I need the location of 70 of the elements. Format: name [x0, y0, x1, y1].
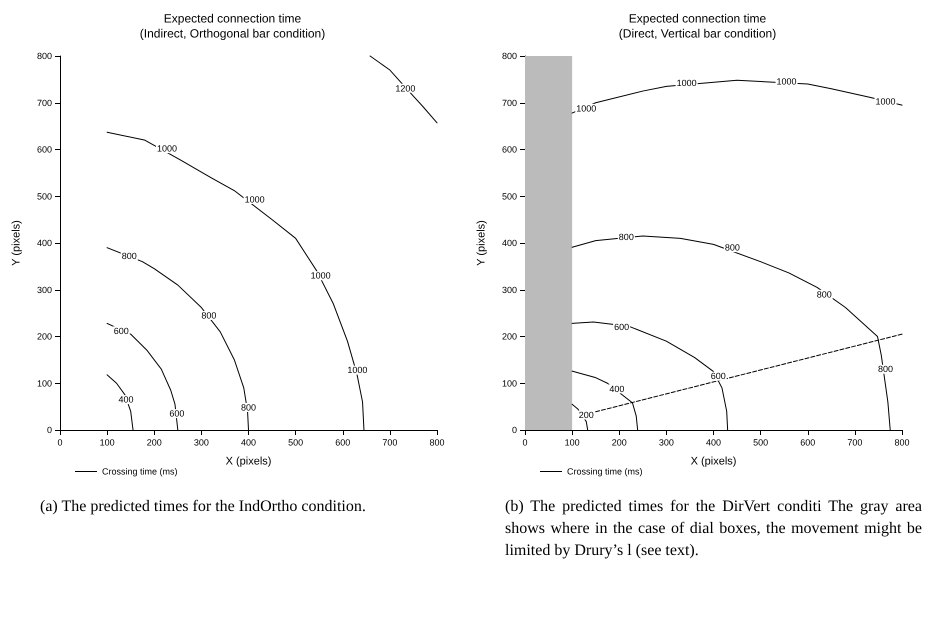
x-tick-label: 800	[429, 438, 445, 448]
annotation: 600	[169, 408, 184, 419]
annotation: 800	[240, 402, 256, 413]
annotation: 800	[724, 242, 740, 253]
x-tick-label: 200	[612, 438, 627, 448]
y-tick-label: 200	[502, 332, 517, 342]
x-tick-label: 0	[522, 438, 528, 448]
x-tick-label: 300	[194, 438, 209, 448]
annotation: 1000	[776, 76, 797, 87]
y-axis-title: Y (pixels)	[10, 220, 22, 266]
legend-label: Crossing time (ms)	[567, 466, 643, 476]
y-tick-label: 600	[36, 144, 52, 154]
annotation: 1000	[244, 194, 265, 205]
annotation: 800	[816, 289, 832, 300]
x-tick-label: 700	[382, 438, 398, 448]
y-tick-label: 400	[502, 238, 517, 248]
x-axis-title: X (pixels)	[226, 456, 272, 468]
y-tick-label: 100	[502, 378, 517, 388]
legend-label: Crossing time (ms)	[102, 466, 178, 476]
annotation: 800	[201, 310, 216, 320]
y-tick-label: 400	[36, 238, 52, 248]
x-tick-label: 700	[847, 438, 862, 448]
annotation: 200	[578, 410, 594, 420]
y-tick-label: 500	[502, 191, 517, 202]
x-tick-label: 500	[288, 438, 304, 448]
y-tick-label: 800	[36, 51, 52, 61]
chart-title: Expected connection time (Indirect, Orthogonal bar condition)	[140, 12, 326, 40]
y-tick-label: 300	[36, 284, 52, 295]
x-tick-label: 800	[894, 438, 910, 448]
annotation: 1200	[395, 83, 416, 94]
annotation: 1000	[156, 144, 177, 154]
x-tick-label: 0	[57, 438, 63, 448]
y-tick-label: 700	[36, 98, 52, 108]
x-tick-label: 300	[658, 438, 674, 448]
y-tick-label: 600	[502, 144, 517, 154]
y-tick-label: 700	[502, 98, 517, 108]
y-axis-title: Y (pixels)	[476, 220, 488, 266]
text: (a) The predicted times for the IndOrtho condition.	[39, 497, 367, 517]
annotation: 1000	[875, 96, 896, 106]
text: (b) The predicted times for the DirVert conditi The gray area shows where in the case of dial boxes, the movement might be limited by Drury’s l (see text).	[504, 497, 923, 561]
y-tick-label: 0	[512, 425, 517, 435]
y-tick-label: 0	[46, 425, 52, 435]
annotation: 1000	[676, 78, 697, 88]
x-tick-label: 600	[335, 438, 350, 448]
y-tick-label: 200	[36, 332, 52, 342]
annotation: 1000	[347, 365, 368, 376]
x-tick-label: 500	[753, 438, 768, 448]
annotation: 800	[618, 232, 634, 242]
annotation: 800	[878, 364, 894, 374]
x-tick-label: 400	[706, 438, 722, 448]
chart-title: Expected connection time (Direct, Vertical bar condition)	[618, 12, 776, 40]
line-series	[370, 56, 438, 124]
y-tick-label: 500	[36, 191, 52, 202]
x-tick-label: 600	[800, 438, 816, 448]
annotation: 600	[114, 326, 129, 336]
x-tick-label: 200	[146, 438, 162, 448]
x-tick-label: 100	[564, 438, 580, 448]
annotation: 600	[614, 322, 630, 332]
annotation: 800	[122, 251, 137, 262]
y-tick-label: 300	[502, 284, 517, 295]
annotation: 600	[710, 371, 726, 382]
y-tick-label: 800	[502, 51, 517, 61]
x-tick-label: 100	[100, 438, 115, 448]
annotation: 1000	[576, 103, 596, 114]
annotation: 1000	[310, 270, 331, 281]
annotation: 400	[118, 394, 134, 405]
x-tick-label: 400	[240, 438, 256, 448]
y-tick-label: 100	[36, 378, 52, 388]
x-axis-title: X (pixels)	[690, 456, 736, 468]
annotation: 400	[609, 384, 624, 394]
